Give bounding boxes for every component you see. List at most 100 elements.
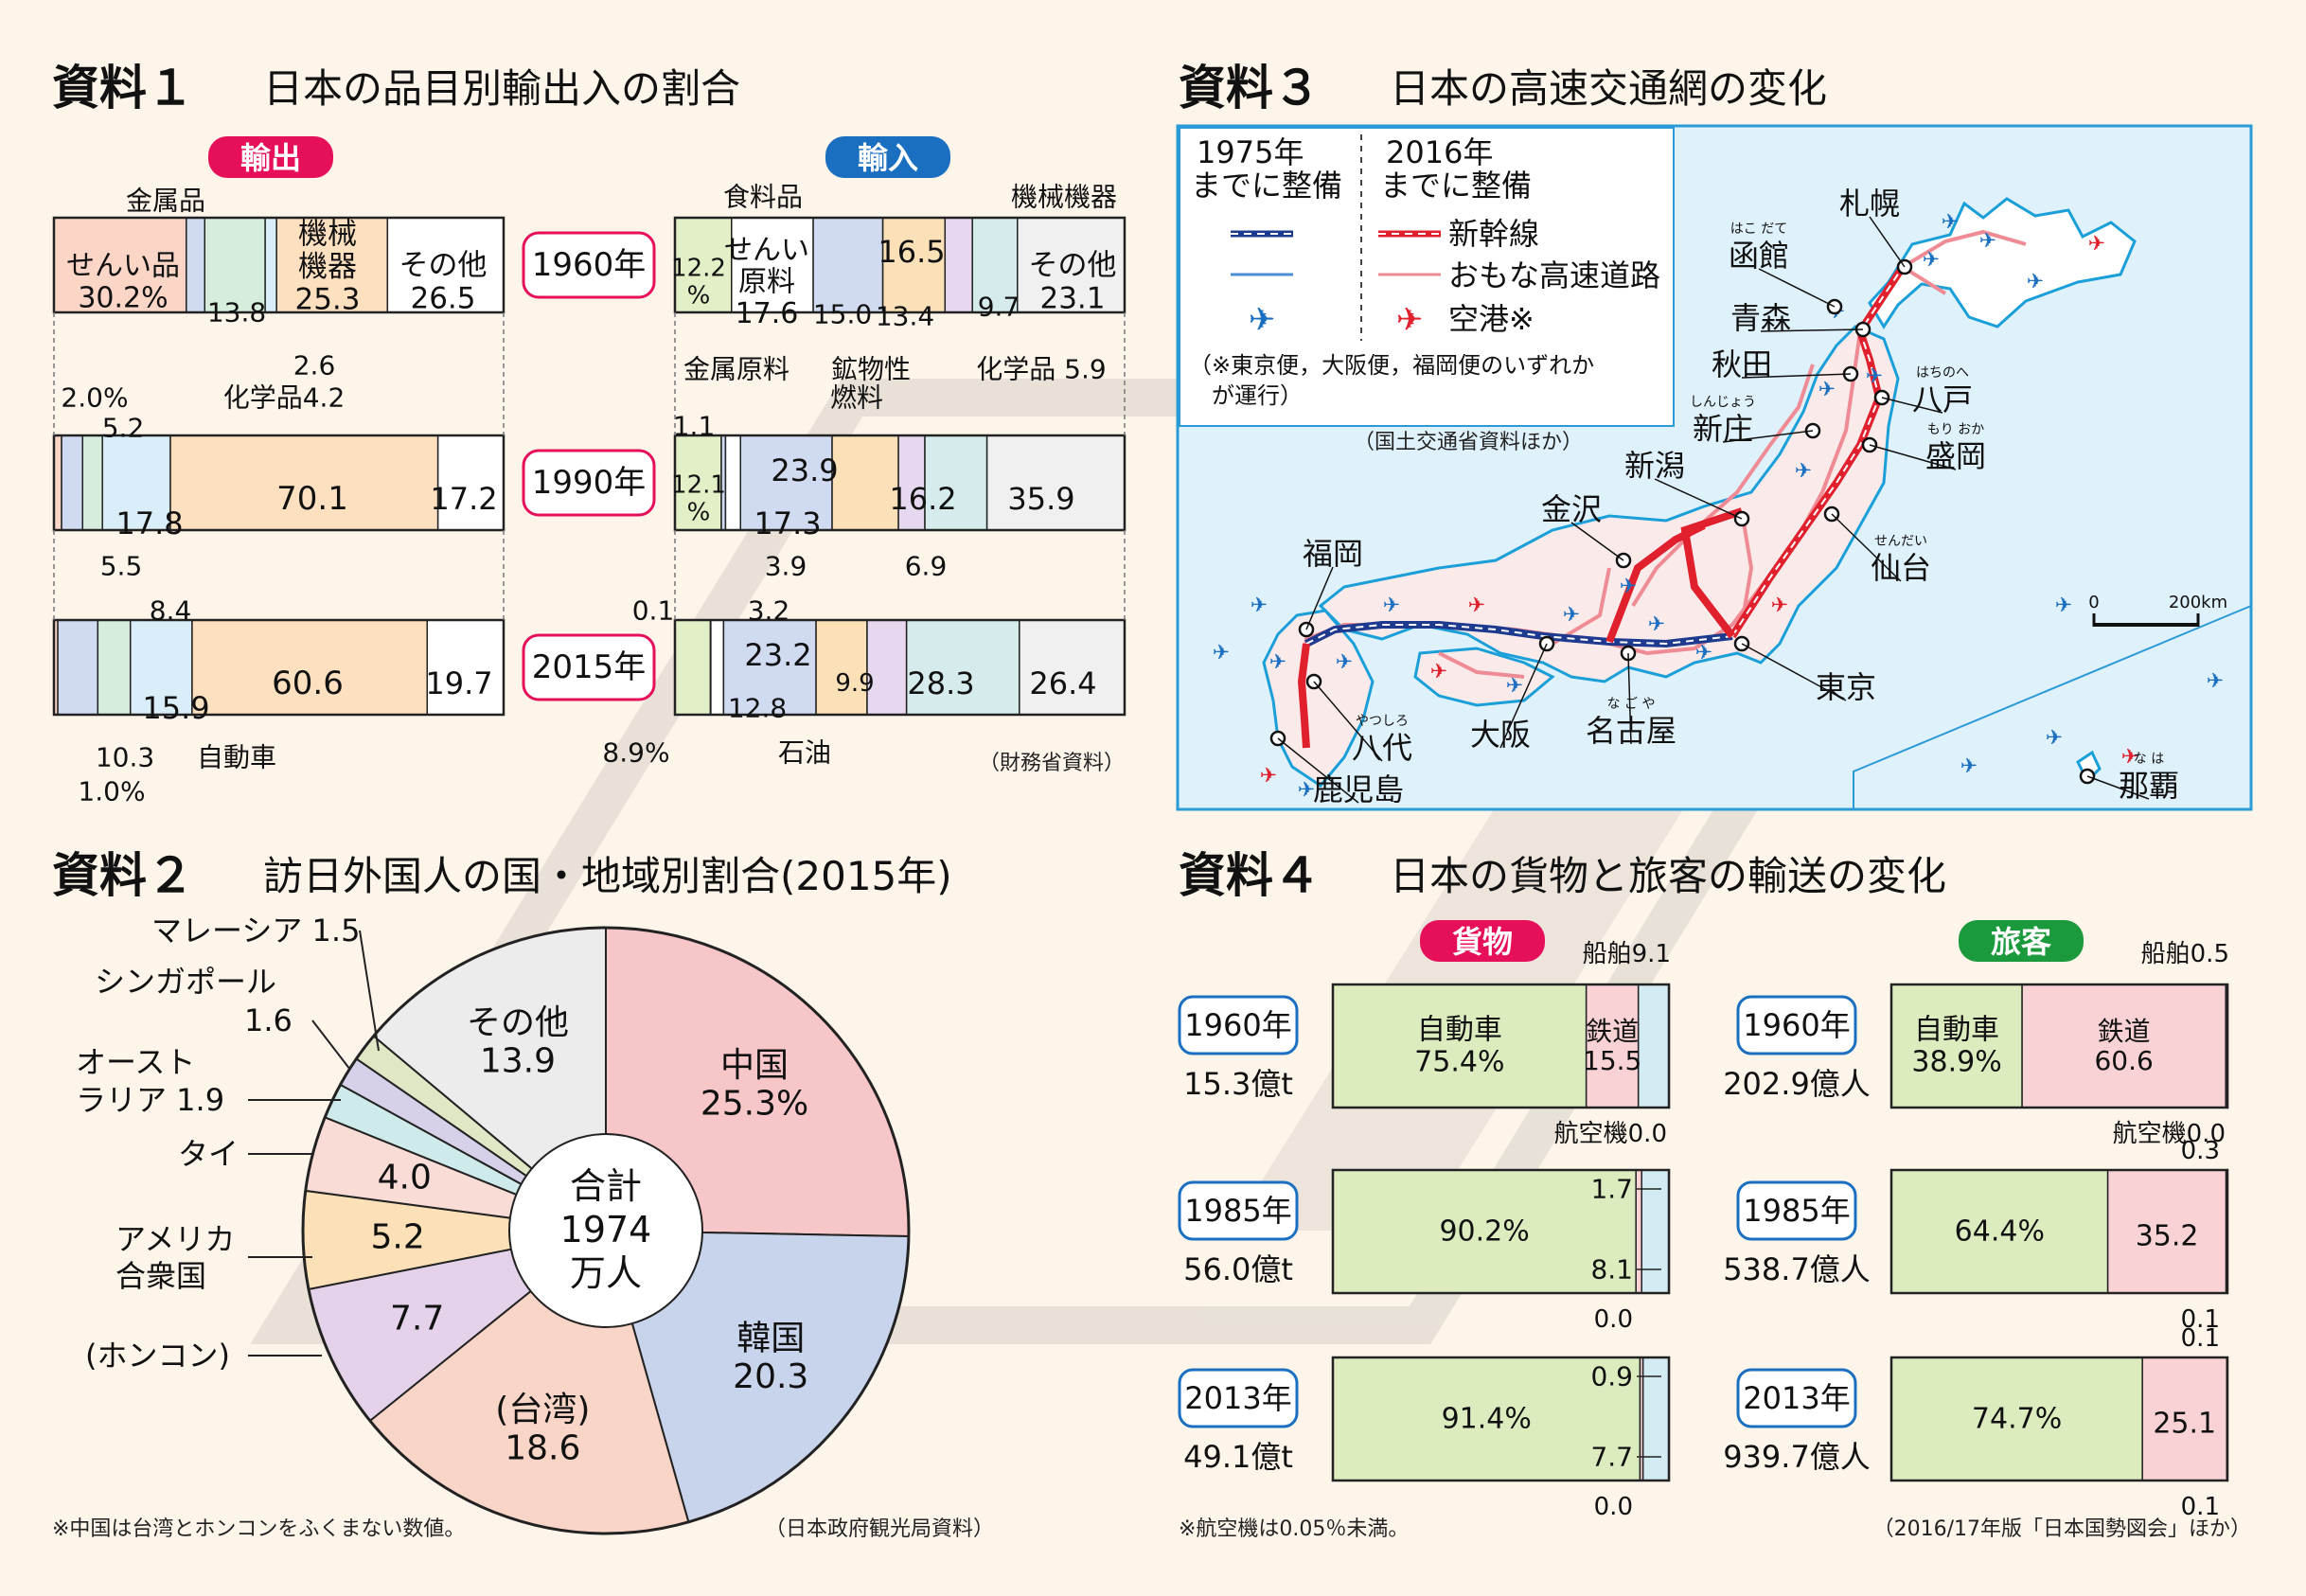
pie-slice-label: 4.0 [378, 1158, 432, 1197]
city-name: 那覇 [2119, 768, 2179, 804]
transport-map: 1975年 までに整備 2016年 までに整備 新幹線 おもな高速道路 ✈ ✈ … [1178, 126, 2251, 809]
legend-col1-line1: 1975年 [1197, 134, 1304, 170]
cargo-label: 0.9 [1590, 1361, 1633, 1392]
passenger-label: 25.1 [2153, 1408, 2216, 1441]
legend-airport: 空港※ [1448, 301, 1534, 337]
import-label: 1.1 [673, 411, 716, 442]
airport-icon: ✈ [1648, 613, 1665, 637]
cargo-label: 15.5 [1583, 1045, 1641, 1076]
airport-icon: ✈ [2027, 271, 2044, 294]
airport-icon: ✈ [1468, 594, 1485, 618]
export-label: 19.7 [425, 665, 492, 701]
cargo-year-label: 1985年 [1184, 1193, 1291, 1229]
passenger-label: 船舶0.5 [2141, 940, 2229, 968]
import-label: 原料 [738, 266, 795, 299]
import-label: 23.1 [1039, 281, 1105, 315]
city-ruby: せんだい [1874, 534, 1927, 549]
city-name: 名古屋 [1586, 713, 1676, 749]
airport-icon: ✈ [1383, 594, 1400, 618]
export-label: 機械 [298, 217, 357, 251]
export-bar-segment [186, 218, 204, 312]
scale-zero: 0 [2088, 593, 2099, 612]
export-label: 5.2 [102, 413, 145, 444]
passenger-label: 自動車 [1914, 1014, 1999, 1047]
import-label: 6.9 [905, 551, 948, 582]
import-bar-segment [725, 435, 740, 530]
city-ruby: な は [2134, 752, 2164, 767]
legend-col2-line2: までに整備 [1380, 168, 1532, 204]
pie-slice-label: その他 [467, 1003, 569, 1042]
pie-center-line2: 1974 [560, 1209, 652, 1250]
cargo-total-label: 56.0億t [1183, 1251, 1293, 1287]
city-name: 八代 [1352, 730, 1412, 766]
export-label: 機器 [298, 250, 357, 284]
airport-icon: ✈ [1960, 755, 1978, 779]
city-ruby: はちのへ [1916, 365, 1969, 381]
export-label: 15.9 [142, 690, 209, 726]
pie-note: ※中国は台湾とホンコンをふくまない数値。 [52, 1517, 465, 1541]
cargo-label: 鉄道 [1586, 1016, 1639, 1047]
scale-max: 200km [2169, 593, 2227, 612]
city-ruby: な ご や [1607, 697, 1656, 712]
pie-slice-label: 中国 [720, 1046, 789, 1085]
pie-outside-label: シンガポール [95, 964, 276, 1000]
transport-note: ※航空機は0.05％未満。 [1179, 1517, 1409, 1541]
import-label: 9.7 [978, 292, 1020, 323]
passenger-total-label: 939.7億人 [1723, 1439, 1871, 1475]
city-ruby: しんじょう [1690, 395, 1756, 410]
pie-outside-label: 1.6 [244, 1002, 293, 1038]
legend-note-line1: （※東京便，大阪便，福岡便のいずれか [1189, 352, 1594, 379]
pie-outside-label: マレーシア 1.5 [151, 913, 360, 949]
import-bar-segment [867, 620, 907, 715]
passenger-label: 38.9% [1911, 1045, 2001, 1078]
import-annotation: 食料品 [723, 182, 803, 213]
export-label: 10.3 [96, 742, 154, 773]
export-annotation: 自動車 [197, 742, 276, 773]
export-label: 17.2 [430, 481, 497, 517]
airport-icon: ✈ [1563, 604, 1580, 628]
city-name: 青森 [1730, 300, 1791, 336]
export-annotation: 化学品4.2 [223, 382, 346, 414]
legend-col2-line1: 2016年 [1386, 134, 1493, 170]
pie-slice-label: (台湾) [495, 1391, 590, 1429]
city-ruby: やつしろ [1356, 714, 1409, 729]
pie-outside-label: ラリア 1.9 [76, 1082, 224, 1118]
legend-col1-line2: までに整備 [1191, 168, 1342, 204]
cargo-year-label: 1960年 [1184, 1007, 1291, 1043]
cargo-label: 自動車 [1417, 1014, 1502, 1047]
cargo-label: 0.0 [1594, 1493, 1633, 1521]
pie-center-line1: 合計 [570, 1165, 642, 1207]
export-label: 輸出 [240, 140, 301, 176]
section4-title: 日本の貨物と旅客の輸送の変化 [1390, 853, 1946, 899]
cargo-label: 0.0 [1594, 1305, 1633, 1334]
pie-slice-label: 7.7 [390, 1300, 444, 1339]
pie-outside-label: (ホンコン) [85, 1338, 230, 1374]
import-label: 8.9% [602, 737, 669, 769]
import-label: 13.4 [876, 301, 934, 332]
trade-chart: 輸出 輸入 1960年1990年2015年 せんい品30.2% 13.8機械機器2… [54, 136, 1125, 807]
export-label: 1.0% [78, 776, 145, 807]
passenger-label: 旅客 [1991, 924, 2051, 960]
import-label: せんい [724, 234, 809, 267]
airport-icon: ✈ [1942, 211, 1959, 235]
visitor-pie-chart: 中国25.3%韓国20.3(台湾)18.67.75.24.0その他13.9 合計… [52, 913, 994, 1541]
export-label: 2.0% [61, 382, 128, 414]
year-badge-label: 1990年 [532, 464, 647, 502]
airport-icon: ✈ [2088, 233, 2105, 257]
passenger-year-label: 1960年 [1743, 1007, 1850, 1043]
import-annotation: 金属原料 [683, 354, 789, 385]
passenger-label: 35.2 [2136, 1220, 2199, 1253]
import-annotation: 鉱物性 [831, 354, 911, 385]
export-label: 5.5 [100, 551, 143, 582]
city-name: 新庄 [1693, 411, 1753, 447]
city-ruby: もり おか [1927, 422, 1984, 437]
city-name: 札幌 [1839, 186, 1900, 222]
pie-outside-label: オースト [76, 1044, 195, 1080]
passenger-year-label: 1985年 [1743, 1193, 1850, 1229]
pie-slice-label: 20.3 [733, 1357, 808, 1396]
airport-icon: ✈ [1251, 594, 1268, 618]
import-label: 3.9 [765, 551, 807, 582]
cargo-label: 7.7 [1590, 1442, 1633, 1473]
city-name: 金沢 [1541, 491, 1602, 527]
city-name: 福岡 [1303, 536, 1363, 572]
